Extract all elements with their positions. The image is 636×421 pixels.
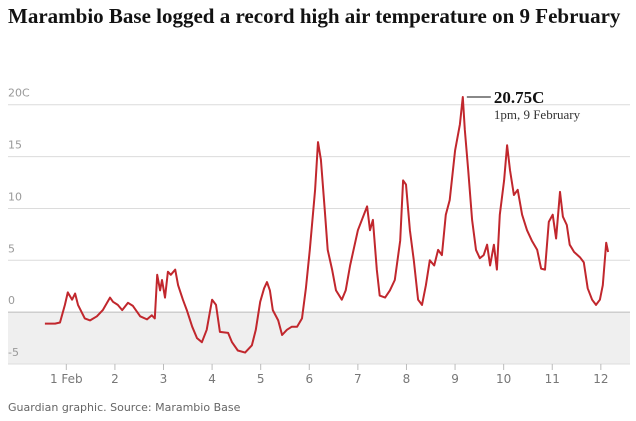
y-tick-label: 0 xyxy=(8,294,15,307)
x-tick-label: 2 xyxy=(111,372,119,386)
x-tick-label: 10 xyxy=(496,372,511,386)
chart-title: Marambio Base logged a record high air t… xyxy=(8,4,621,28)
annotation-note: 1pm, 9 February xyxy=(494,107,581,122)
x-tick-label: 12 xyxy=(593,372,608,386)
y-tick-label: 5 xyxy=(8,242,15,255)
x-tick-label: 1 Feb xyxy=(50,372,83,386)
y-tick-label: -5 xyxy=(8,346,19,359)
x-tick-label: 4 xyxy=(208,372,216,386)
y-tick-label: 20C xyxy=(8,87,30,100)
x-tick-label: 5 xyxy=(257,372,265,386)
temperature-line xyxy=(44,96,610,354)
x-tick-label: 9 xyxy=(451,372,459,386)
source-note: Guardian graphic. Source: Marambio Base xyxy=(8,401,241,414)
below-zero-band xyxy=(8,312,630,364)
annotation-value: 20.75C xyxy=(494,88,545,107)
x-tick-label: 6 xyxy=(305,372,313,386)
x-tick-label: 11 xyxy=(545,372,560,386)
y-tick-label: 10 xyxy=(8,190,22,203)
x-tick-label: 8 xyxy=(403,372,411,386)
x-tick-label: 7 xyxy=(354,372,362,386)
x-tick-label: 3 xyxy=(160,372,168,386)
y-tick-label: 15 xyxy=(8,139,22,152)
